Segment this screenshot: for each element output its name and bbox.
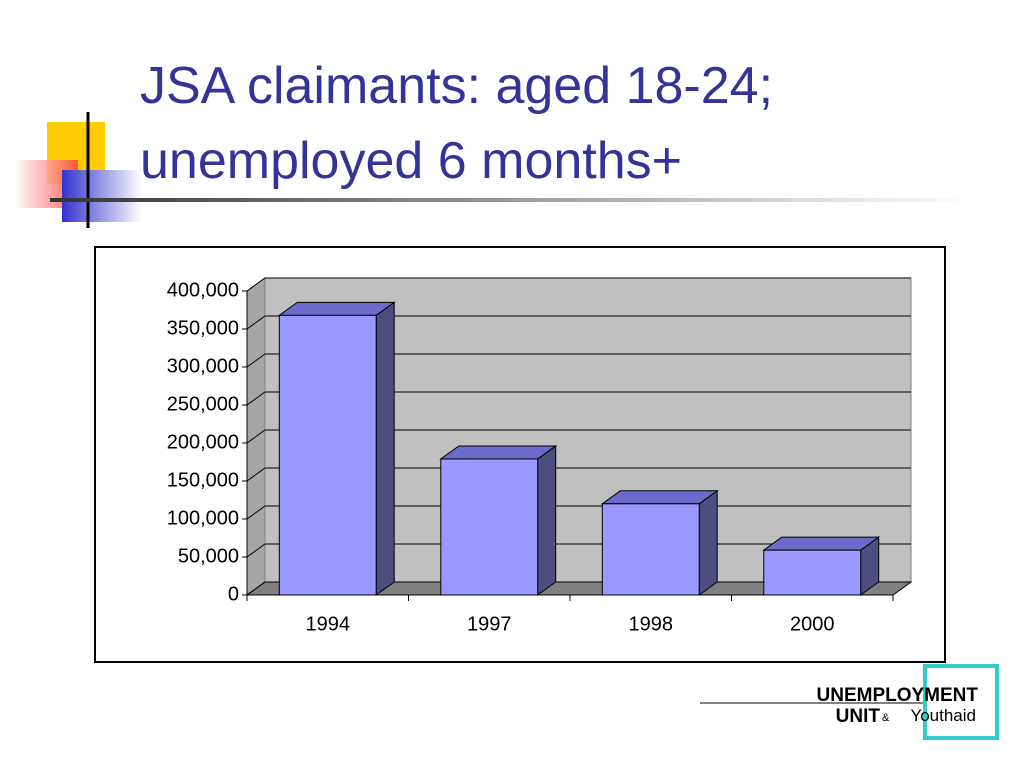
bar-top: [277, 301, 396, 316]
logo-text: Youthaid: [910, 706, 976, 725]
title: unemployed 6 months+: [140, 132, 682, 190]
logo-text: UNEMPLOYMENT: [817, 685, 979, 706]
y-tick-label: 350,000: [167, 317, 239, 339]
logo-text: UNIT: [836, 706, 881, 727]
y-tick-label: 100,000: [167, 507, 239, 529]
y-tick-label: 300,000: [167, 355, 239, 377]
grid-line: [246, 277, 911, 292]
bar-top: [439, 445, 558, 460]
plot: 0 50,000 100,000 150,000 200,000 250,000 300,0…: [167, 277, 913, 635]
x-tick-label: 1998: [629, 613, 674, 635]
y-tick-label: 400,000: [167, 279, 239, 301]
bar: [278, 314, 377, 596]
grid-line: [246, 353, 911, 368]
grid-line: [246, 467, 911, 482]
y-tick-label: 150,000: [167, 469, 239, 491]
decoration: [14, 112, 970, 228]
y-tick-label: 250,000: [167, 393, 239, 415]
bar-top: [762, 536, 881, 551]
grid-line: [246, 429, 911, 444]
title: JSA claimants: aged 18-24;: [140, 57, 773, 115]
bar-side: [537, 444, 557, 596]
bar-side: [375, 301, 395, 596]
y-tick-label: 0: [228, 583, 239, 605]
logo: UNEMPLOYMENT UNIT & Youthaid: [700, 664, 999, 740]
x-tick-label: 1997: [467, 613, 512, 635]
grid-line: [246, 391, 911, 406]
bar-top: [600, 490, 719, 505]
y-tick-label: 200,000: [167, 431, 239, 453]
bar: [601, 503, 700, 596]
bar: [440, 458, 539, 596]
bar: [763, 549, 862, 596]
x-tick-label: 1994: [306, 613, 351, 635]
grid-line: [246, 315, 911, 330]
x-tick-label: 2000: [790, 613, 835, 635]
logo-text: &: [882, 712, 890, 724]
bar-side: [698, 489, 718, 596]
y-tick-label: 50,000: [178, 545, 239, 567]
